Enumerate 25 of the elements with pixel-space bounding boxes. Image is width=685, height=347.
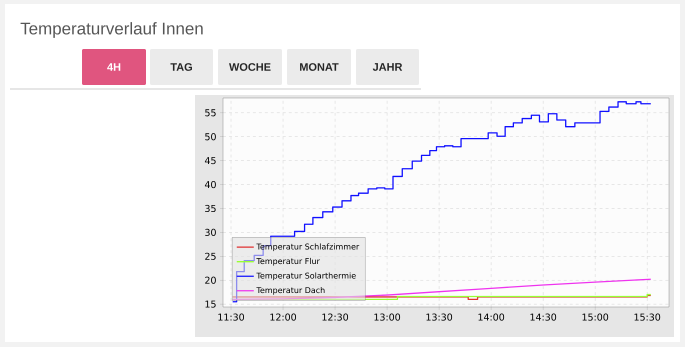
y-tick-label: 40 xyxy=(204,180,216,188)
text: MONAT xyxy=(300,63,339,71)
text: JAHR xyxy=(372,63,402,71)
text: 4H xyxy=(107,63,120,71)
y-tick-label: 15 xyxy=(205,300,216,308)
line-series xyxy=(232,278,652,300)
text: TAG xyxy=(170,63,192,71)
y-tick-label: 20 xyxy=(205,276,216,284)
chart-title: Temperaturverlauf Innen xyxy=(20,22,203,38)
x-tick-label: 13:00 xyxy=(374,314,400,321)
x-tick-label: 15:30 xyxy=(634,314,660,321)
y-tick-label: 55 xyxy=(205,109,216,116)
y-tick-label: 30 xyxy=(205,228,216,236)
x-tick-label: 14:00 xyxy=(478,314,504,321)
x-tick-label: 13:30 xyxy=(426,314,452,321)
x-tick-label: 12:30 xyxy=(322,314,348,321)
text: WOCHE xyxy=(229,63,271,71)
y-tick-label: 45 xyxy=(204,157,216,164)
x-tick-label: 14:30 xyxy=(530,314,556,321)
x-tick-label: 12:00 xyxy=(270,314,296,321)
x-tick-label: 11:30 xyxy=(218,314,244,321)
y-tick-label: 25 xyxy=(205,252,216,260)
x-tick-label: 15:00 xyxy=(582,314,608,321)
y-tick-label: 50 xyxy=(205,133,216,140)
y-tick-label: 35 xyxy=(205,204,216,212)
